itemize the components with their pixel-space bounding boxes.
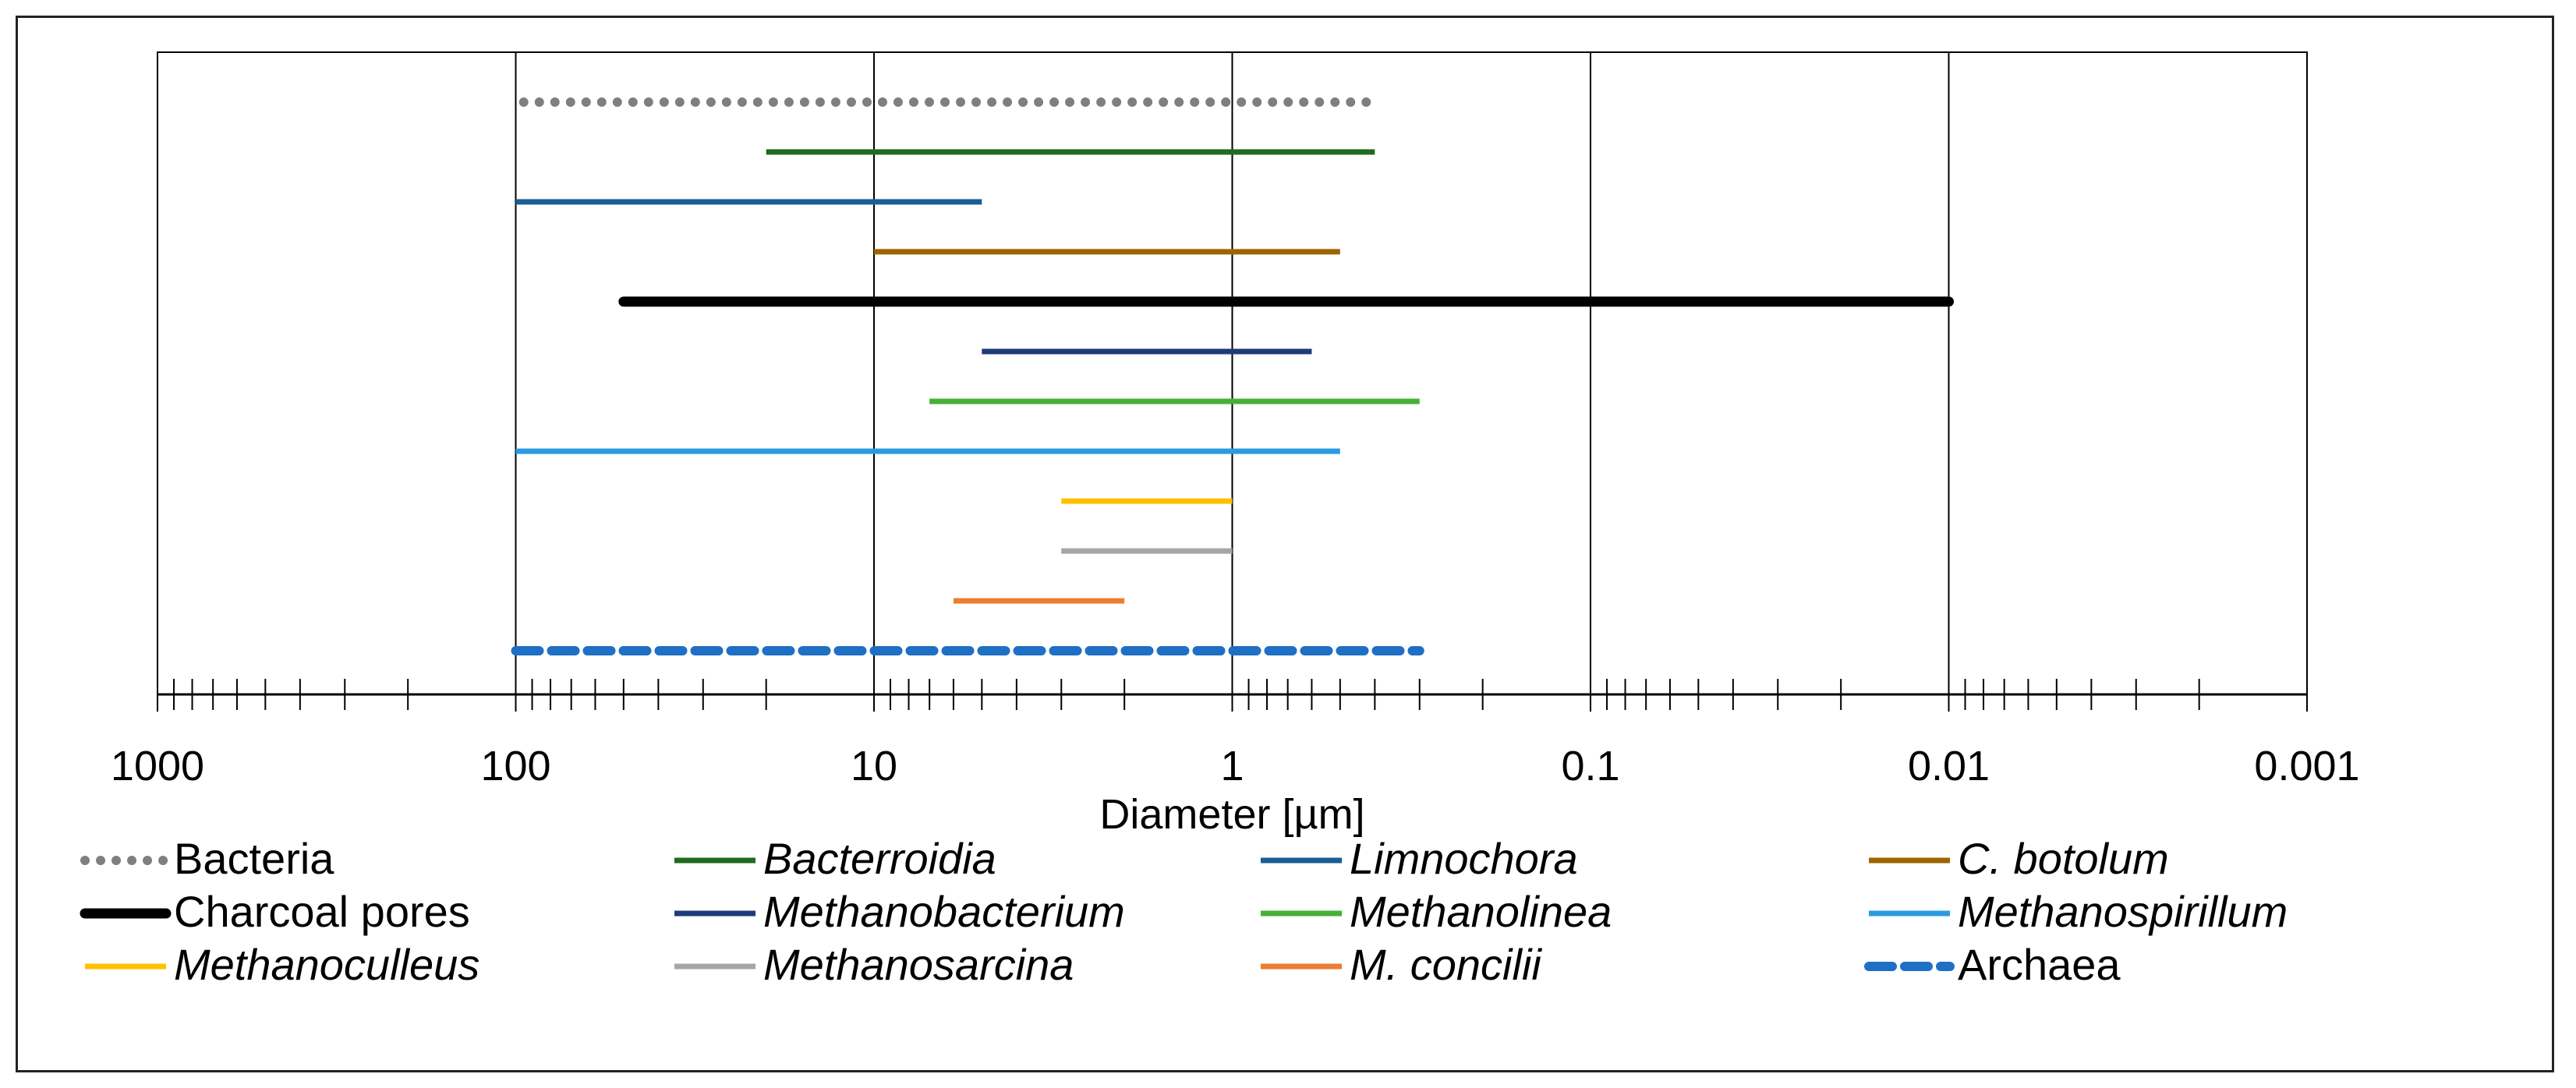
- series-lines: [511, 97, 1954, 655]
- range-chart: 1000 100 10 1 0.1 0.01 0.001 Diameter [µm] Bac…: [80, 51, 2360, 989]
- legend-label: Methanobacterium: [763, 887, 1125, 936]
- legend-label: Methanoculleus: [174, 940, 479, 989]
- legend-label: Bacteria: [174, 834, 334, 883]
- tick-label: 0.001: [2254, 743, 2359, 790]
- legend-label: Bacterroidia: [763, 834, 996, 883]
- legend-label: Methanospirillum: [1958, 887, 2288, 936]
- legend: Bacteria Bacterroidia Limnochora C. botolum…: [80, 834, 2288, 989]
- tick-label: 1: [1220, 743, 1244, 790]
- legend-label: Archaea: [1958, 940, 2121, 989]
- tick-label: 100: [480, 743, 550, 790]
- tick-label: 0.1: [1561, 743, 1619, 790]
- gridlines: [157, 51, 2308, 695]
- figure-frame: 1000 100 10 1 0.1 0.01 0.001 Diameter [µm] Bac…: [16, 16, 2554, 1072]
- legend-label: Methanosarcina: [763, 940, 1074, 989]
- legend-label: M. concilii: [1350, 940, 1542, 989]
- legend-label: C. botolum: [1958, 834, 2169, 883]
- legend-label: Limnochora: [1350, 834, 1578, 883]
- legend-label: Charcoal pores: [174, 887, 470, 936]
- x-axis-label: Diameter [µm]: [1099, 791, 1364, 838]
- x-axis: 1000 100 10 1 0.1 0.01 0.001: [111, 677, 2360, 790]
- tick-label: 0.01: [1908, 743, 1990, 790]
- tick-label: 10: [851, 743, 897, 790]
- tick-label: 1000: [111, 743, 204, 790]
- legend-label: Methanolinea: [1350, 887, 1612, 936]
